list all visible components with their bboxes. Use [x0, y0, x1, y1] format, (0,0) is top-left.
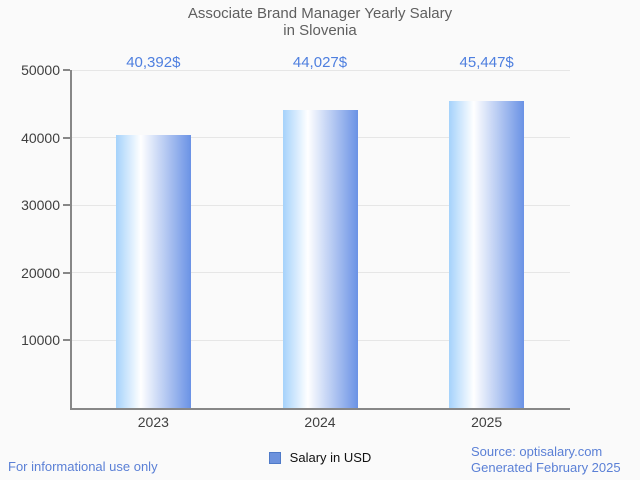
y-tick-label: 40000 — [21, 129, 60, 146]
chart-title-line2: in Slovenia — [283, 22, 357, 39]
y-tick-label: 50000 — [21, 62, 60, 78]
footer-source: Source: optisalary.com Generated Februar… — [471, 444, 621, 476]
legend: Salary in USD — [0, 450, 640, 465]
bar-2025 — [449, 100, 525, 408]
y-axis-tick — [63, 339, 70, 342]
bar-2024 — [282, 110, 358, 408]
footer-disclaimer: For informational use only — [8, 459, 158, 474]
y-axis-line — [70, 70, 72, 410]
y-tick-label: 20000 — [21, 264, 60, 281]
y-tick-label: 30000 — [21, 197, 60, 214]
y-axis-tick — [63, 136, 70, 139]
footer-generated-line: Generated February 2025 — [471, 460, 621, 475]
y-tick-label: 10000 — [21, 332, 60, 349]
gridline — [70, 69, 570, 71]
legend-label: Salary in USD — [289, 450, 372, 465]
x-axis-line — [70, 408, 570, 410]
chart-title-line1: Associate Brand Manager Yearly Salary — [187, 5, 453, 22]
x-tick-label: 2025 — [471, 414, 503, 430]
x-tick-label: 2024 — [304, 414, 336, 430]
legend-marker-icon — [268, 451, 281, 464]
y-axis-tick — [63, 204, 70, 207]
y-axis-tick — [63, 69, 70, 71]
footer-source-line: Source: optisalary.com — [471, 444, 603, 459]
bar-2023 — [115, 134, 191, 408]
x-tick-label: 2023 — [137, 414, 169, 430]
bar-value-label: 45,447$ — [459, 54, 514, 71]
y-axis-tick — [63, 271, 70, 274]
chart-title: Associate Brand Manager Yearly Salary in… — [0, 5, 640, 39]
bar-value-label: 40,392$ — [126, 54, 181, 71]
bar-value-label: 44,027$ — [292, 54, 348, 71]
